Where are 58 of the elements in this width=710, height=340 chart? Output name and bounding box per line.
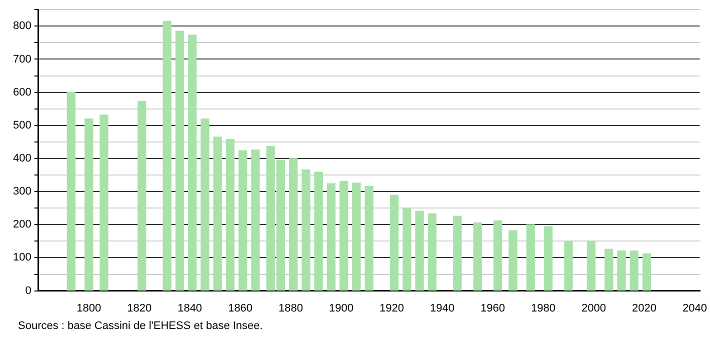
- bar: [453, 216, 462, 291]
- bar: [642, 253, 652, 291]
- bar: [493, 220, 502, 291]
- x-tick-label: 1860: [228, 302, 253, 314]
- bar: [364, 186, 374, 291]
- y-tick-label: 300: [12, 186, 32, 198]
- y-tick-label: 500: [12, 119, 32, 132]
- bar: [630, 250, 638, 291]
- bar: [138, 100, 146, 291]
- bar: [66, 92, 76, 291]
- y-tick-label: 100: [12, 252, 32, 264]
- x-tick-label: 1920: [380, 302, 404, 314]
- bar: [544, 226, 553, 291]
- y-tick-label: 0: [25, 284, 32, 297]
- bar: [352, 182, 361, 291]
- bar: [526, 224, 535, 291]
- x-tick-label: 2020: [632, 302, 656, 314]
- bar: [402, 208, 412, 291]
- y-tick-label: 800: [12, 20, 32, 32]
- bar: [200, 118, 210, 291]
- bar: [213, 136, 222, 291]
- bar: [314, 172, 323, 291]
- bar: [100, 114, 108, 291]
- y-tick-label: 400: [12, 152, 32, 164]
- bar: [84, 118, 94, 291]
- bar: [226, 138, 235, 291]
- x-tick-label: 1960: [480, 302, 505, 314]
- bar: [390, 194, 399, 291]
- x-tick-label: 1900: [329, 302, 354, 314]
- x-tick-label: 1820: [127, 302, 152, 314]
- bar: [586, 240, 596, 291]
- y-tick-label: 600: [12, 86, 32, 98]
- bar: [188, 34, 197, 291]
- bar: [564, 240, 573, 291]
- bar: [428, 213, 436, 291]
- y-tick-label: 200: [12, 218, 32, 231]
- bar: [326, 183, 336, 291]
- bar: [288, 158, 298, 291]
- x-tick-label: 1880: [278, 302, 304, 314]
- y-tick-label: 700: [12, 53, 32, 66]
- bar: [415, 210, 424, 291]
- x-tick-label: 2040: [682, 302, 707, 314]
- x-tick-label: 1800: [76, 302, 102, 314]
- bar: [617, 250, 626, 291]
- x-tick-label: 1980: [530, 302, 556, 314]
- bar: [251, 150, 260, 291]
- bar: [238, 150, 248, 291]
- bar: [175, 30, 184, 291]
- bar: [604, 248, 614, 291]
- bar: [473, 222, 482, 291]
- x-tick-label: 2000: [581, 302, 606, 314]
- bar: [339, 180, 348, 291]
- x-tick-label: 1840: [178, 302, 202, 314]
- bar: [162, 20, 172, 291]
- source-note: Sources : base Cassini de l'EHESS et base Insee.: [18, 320, 263, 332]
- x-tick-label: 1940: [430, 302, 455, 314]
- bar: [508, 230, 518, 291]
- bar: [302, 169, 310, 291]
